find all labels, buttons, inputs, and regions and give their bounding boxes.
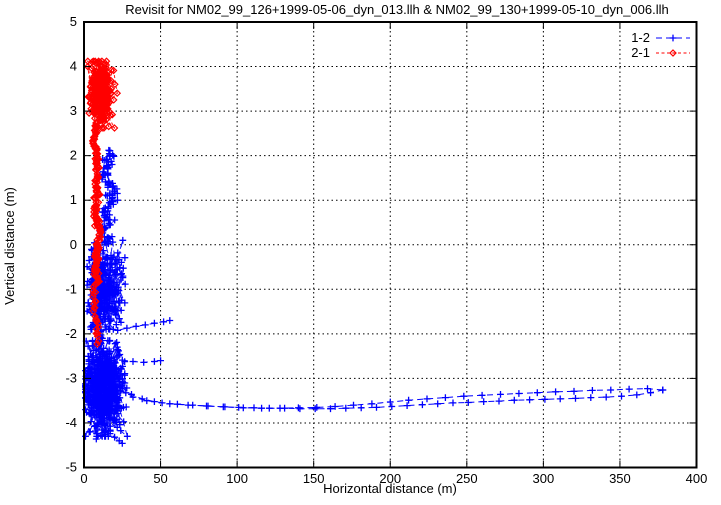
y-axis-label: Vertical distance (m) [2,187,17,305]
x-axis-label: Horizontal distance (m) [323,481,457,496]
series-2-1 [83,57,122,348]
series-1-2-line-markers [92,428,126,447]
series-1-2-line-markers [97,317,174,335]
data-layer [82,57,667,447]
tick-labels: 0 50 100 150 200 250 300 350 400 5 4 3 2 1 0 -1 -2 -3 -4 -5 [65,14,707,486]
series-2-1-markers [89,282,103,348]
legend: 1-22-1 [631,30,690,60]
axis-ticks [83,21,697,468]
series-2-1-markers [88,119,105,289]
y-tick-label: 0 [70,237,77,252]
legend-label-2-1: 2-1 [631,45,650,60]
y-tick-label: 3 [70,103,77,118]
series-1-2-line-markers [99,352,164,366]
x-tick-label: 200 [379,471,401,486]
y-tick-label: -3 [65,370,77,385]
x-tick-label: 150 [303,471,325,486]
x-tick-label: 100 [226,471,248,486]
y-tick-label: -4 [65,415,77,430]
y-tick-label: -5 [65,460,77,475]
y-tick-label: 5 [70,14,77,29]
x-tick-label: 50 [153,471,167,486]
x-tick-label: 350 [609,471,631,486]
series-1-2-line-markers [118,384,667,412]
diamond-marker-icon [669,49,677,57]
y-tick-label: 2 [70,148,77,163]
chart-title: Revisit for NM02_99_126+1999-05-06_dyn_0… [125,2,669,17]
plus-marker-icon [669,34,677,42]
series-1-2-markers [82,337,131,440]
y-tick-label: -1 [65,281,77,296]
y-tick-label: -2 [65,326,77,341]
x-tick-label: 250 [456,471,478,486]
x-tick-label: 0 [80,471,87,486]
x-tick-label: 400 [686,471,708,486]
series-2-1-markers [83,57,122,132]
y-tick-label: 4 [70,59,77,74]
legend-label-1-2: 1-2 [631,30,650,45]
gridlines [84,22,697,468]
y-tick-label: 1 [70,192,77,207]
x-tick-label: 300 [533,471,555,486]
